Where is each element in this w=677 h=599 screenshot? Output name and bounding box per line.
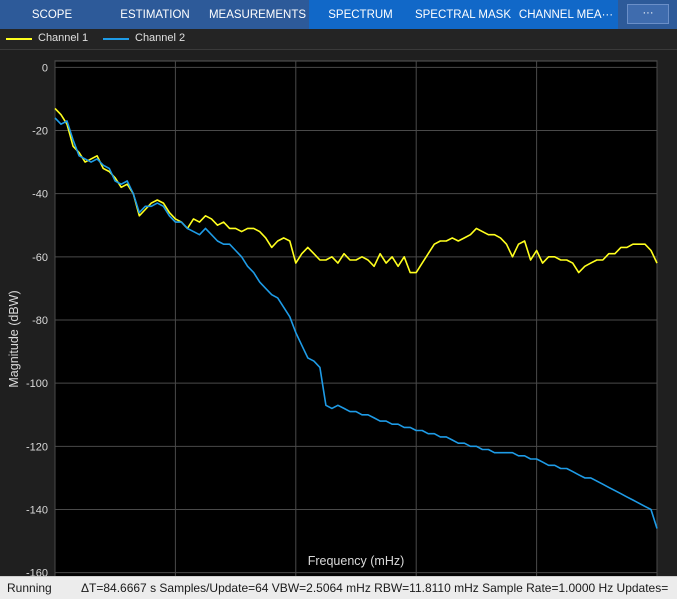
status-details: ΔT=84.6667 s Samples/Update=64 VBW=2.506… [81, 581, 669, 595]
y-tick-label: -20 [32, 125, 48, 137]
legend-swatch-channel-1 [6, 38, 32, 40]
legend-item-channel-1[interactable]: Channel 1 [6, 32, 116, 46]
y-tick-label: 0 [42, 62, 48, 74]
y-tick-label: -100 [26, 378, 48, 390]
tab-estimation[interactable]: ESTIMATION [120, 9, 190, 21]
spectrum-plot[interactable]: 0-20-40-60-80-100-120-140-160 0100200300… [0, 49, 677, 576]
y-tick-label: -40 [32, 189, 48, 201]
traces [54, 107, 658, 529]
y-tick-label: -160 [26, 568, 48, 576]
tab-channel-measurements[interactable]: CHANNEL MEA··· [514, 0, 618, 29]
x-axis-label: Frequency (mHz) [308, 554, 405, 568]
toolstrip-tabs: SCOPE ESTIMATION MEASUREMENTS SPECTRUM S… [0, 0, 677, 29]
legend-label-channel-2: Channel 2 [135, 32, 186, 44]
trace-channel-2 [54, 117, 658, 529]
plot-area-background [54, 60, 658, 576]
tab-spectral-mask[interactable]: SPECTRAL MASK [412, 0, 514, 29]
grid [54, 61, 658, 576]
y-tick-label: -60 [32, 252, 48, 264]
y-tick-labels: 0 -20 -40 -60 -80 -100 -120 -140 -160 [26, 62, 48, 576]
trace-channel-1 [54, 107, 658, 274]
tab-scope[interactable]: SCOPE [31, 9, 73, 21]
y-tick-label: -80 [32, 315, 48, 327]
tab-measurements[interactable]: MEASUREMENTS [208, 9, 307, 21]
legend-swatch-channel-2 [103, 38, 129, 40]
status-bar: Running ΔT=84.6667 s Samples/Update=64 V… [0, 576, 677, 599]
y-tick-label: -120 [26, 441, 48, 453]
status-running: Running [7, 581, 52, 595]
legend: Channel 1 Channel 2 [0, 29, 677, 50]
tab-spectrum[interactable]: SPECTRUM [309, 0, 412, 29]
y-axis-label: Magnitude (dBW) [7, 290, 21, 387]
spectrum-chart[interactable]: 0-20-40-60-80-100-120-140-160 0100200300… [0, 49, 677, 576]
more-tabs-button[interactable]: ··· [627, 4, 669, 24]
legend-label-channel-1: Channel 1 [38, 32, 89, 44]
y-tick-label: -140 [26, 505, 48, 517]
legend-item-channel-2[interactable]: Channel 2 [103, 32, 213, 46]
